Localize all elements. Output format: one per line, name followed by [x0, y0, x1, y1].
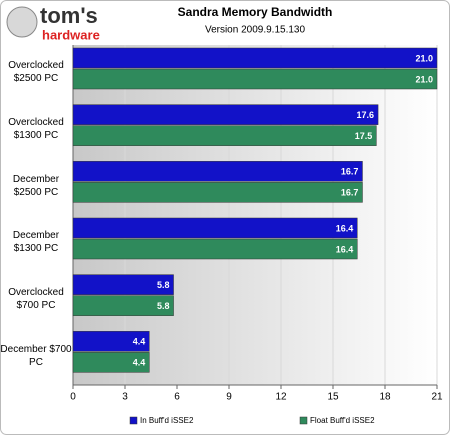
logo-subtext: hardware	[42, 27, 100, 42]
legend-swatch	[129, 416, 138, 425]
bar	[72, 217, 358, 239]
value-label: 4.4	[133, 358, 146, 368]
bar	[72, 238, 358, 260]
y-tick-label: December $1300 PC	[12, 230, 60, 255]
chart-subtitle: Version 2009.9.15.130	[205, 25, 306, 36]
bar	[72, 125, 377, 146]
value-label: 16.4	[336, 223, 354, 233]
bar	[72, 47, 438, 69]
bar	[72, 161, 363, 182]
bar	[72, 182, 363, 203]
value-label: 17.5	[355, 131, 373, 141]
y-tick-label: Overclocked $700 PC	[8, 287, 64, 311]
bar	[72, 331, 150, 352]
legend-label: In Buff'd iSSE2	[140, 416, 194, 425]
bar	[72, 274, 174, 295]
logo-icon	[6, 6, 38, 38]
x-tick-label: 3	[122, 392, 128, 403]
logo-text: tom's	[40, 3, 98, 28]
chart-title: Sandra Memory Bandwidth	[178, 5, 333, 19]
value-label: 17.6	[357, 110, 375, 120]
value-label: 4.4	[133, 337, 146, 347]
y-tick-label: Overclocked $2500 PC	[8, 60, 64, 85]
legend-label: Float Buff'd iSSE2	[310, 416, 375, 425]
bar	[72, 104, 379, 125]
value-label: 16.4	[336, 244, 354, 254]
plot-area	[73, 45, 437, 385]
bar	[72, 68, 438, 90]
y-tick-label: December $700 PC	[0, 343, 72, 368]
x-tick-label: 18	[379, 392, 391, 403]
y-tick-label: Overclocked $1300 PC	[8, 117, 64, 141]
value-label: 21.0	[415, 53, 433, 63]
value-label: 16.7	[341, 167, 359, 177]
x-tick-label: 21	[431, 392, 443, 403]
y-tick-label: December $2500 PC	[12, 173, 60, 198]
value-label: 5.8	[157, 301, 170, 311]
x-tick-label: 6	[174, 392, 180, 403]
x-tick-label: 15	[327, 392, 339, 403]
value-label: 5.8	[157, 280, 170, 290]
legend-swatch	[299, 416, 308, 425]
bar	[72, 295, 174, 316]
bar	[72, 352, 150, 373]
x-tick-label: 9	[226, 392, 232, 403]
value-label: 21.0	[415, 74, 433, 84]
value-label: 16.7	[341, 188, 359, 198]
x-tick-label: 0	[70, 392, 76, 403]
x-tick-label: 12	[275, 392, 287, 403]
